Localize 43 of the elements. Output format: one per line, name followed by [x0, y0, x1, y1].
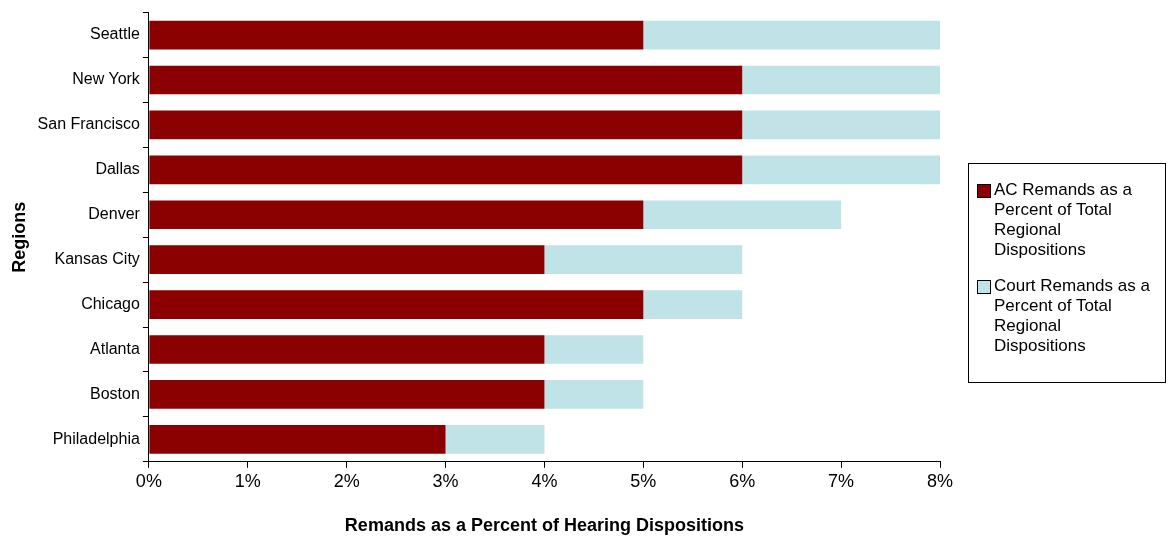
bar [149, 110, 743, 140]
bar [149, 65, 743, 95]
y-tick-label: Boston [90, 384, 140, 402]
x-tick-label: 5% [630, 470, 657, 491]
y-tick-label: Seattle [90, 25, 140, 43]
y-tick-label: New York [72, 70, 141, 88]
bar [643, 290, 743, 319]
x-tick-label: 8% [926, 470, 954, 491]
legend-label: AC Remands as a Percent of Total Regional Dispositions [994, 180, 1133, 260]
x-tick-label: 6% [729, 470, 756, 491]
bar [544, 380, 644, 409]
bar [643, 200, 842, 230]
y-axis-title: Regions [8, 201, 29, 273]
y-tick-label: Denver [88, 205, 141, 223]
x-tick-label: 4% [531, 470, 558, 491]
y-tick-label: Kansas City [54, 250, 140, 268]
bar [149, 155, 743, 185]
bar [544, 245, 743, 274]
bar [149, 380, 545, 409]
x-tick-label: 3% [432, 470, 459, 491]
bar [742, 65, 940, 95]
bar [544, 335, 644, 364]
bar [149, 335, 545, 364]
y-tick-label: San Francisco [37, 115, 140, 133]
bar [742, 155, 940, 185]
y-tick-label: Atlanta [90, 339, 140, 357]
bar [149, 200, 644, 230]
y-tick-label: Philadelphia [52, 429, 140, 447]
bar [742, 110, 940, 140]
bar [149, 245, 545, 274]
x-axis-title: Remands as a Percent of Hearing Dispositions [344, 515, 744, 536]
x-tick-label: 1% [234, 470, 261, 491]
bar [643, 20, 940, 50]
x-tick-label: 0% [135, 470, 162, 491]
bar [149, 20, 644, 50]
y-tick-label: Dallas [95, 160, 140, 178]
bar [149, 425, 446, 454]
x-tick-label: 7% [828, 470, 855, 491]
y-tick-label: Chicago [81, 294, 140, 312]
bar [149, 290, 644, 319]
x-tick-label: 2% [333, 470, 360, 491]
legend-label: Court Remands as a Percent of Total Regional Dispositions [994, 276, 1151, 356]
bar [445, 425, 545, 454]
